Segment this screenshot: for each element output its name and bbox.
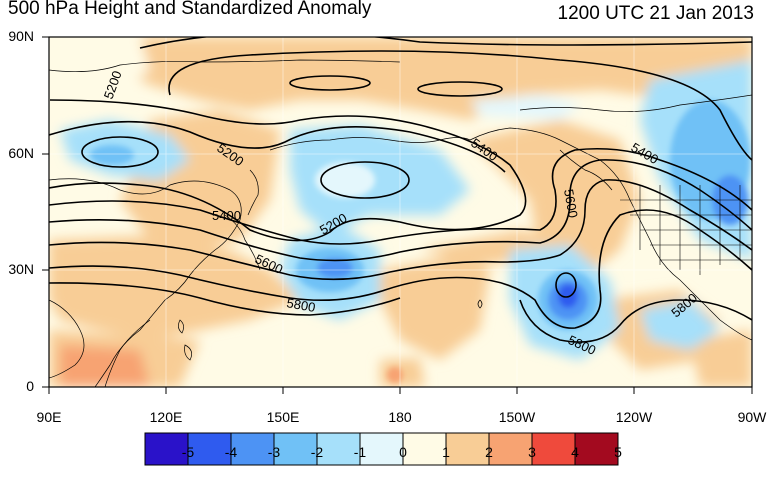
lon-label-120w: 120W — [615, 409, 653, 425]
anomaly-shading — [49, 37, 752, 387]
colorbar-swatch — [273, 432, 318, 466]
lon-label-180: 180 — [388, 409, 412, 425]
colorbar-swatch — [531, 432, 576, 466]
colorbar-tick-label: -2 — [310, 444, 324, 460]
colorbar-swatch — [574, 432, 619, 466]
lon-label-150e: 150E — [266, 409, 300, 425]
colorbar-tick-label: 5 — [614, 444, 622, 460]
contour-label: 5600 — [561, 188, 581, 219]
colorbar-tick-label: -3 — [267, 444, 281, 460]
contour-label: 5400 — [212, 208, 241, 223]
colorbar-swatch — [144, 432, 189, 466]
colorbar — [144, 432, 619, 466]
colorbar-swatch — [488, 432, 533, 466]
lat-label-eq: 0 — [26, 378, 34, 394]
lon-label-120e: 120E — [149, 409, 183, 425]
lon-label-90w: 90W — [737, 409, 767, 425]
lat-label-60n: 60N — [8, 145, 34, 161]
height-contours — [49, 37, 752, 343]
map-datetime: 1200 UTC 21 Jan 2013 — [557, 3, 754, 24]
lat-label-90n: 90N — [8, 28, 34, 44]
colorbar-swatch — [316, 432, 361, 466]
colorbar-tick-label: 0 — [399, 444, 407, 460]
colorbar-tick-label: 1 — [442, 444, 450, 460]
contour-label: 5800 — [285, 295, 316, 315]
colorbar-swatch — [402, 432, 447, 466]
colorbar-swatch — [359, 432, 404, 466]
colorbar-tick-label: 4 — [571, 444, 579, 460]
map-title: 500 hPa Height and Standardized Anomaly — [8, 0, 372, 19]
colorbar-swatch — [187, 432, 232, 466]
lon-label-150w: 150W — [498, 409, 536, 425]
lon-label-90e: 90E — [36, 409, 62, 425]
colorbar-tick-label: 3 — [528, 444, 536, 460]
colorbar-tick-label: -1 — [353, 444, 367, 460]
axis-ticks — [42, 36, 753, 394]
colorbar-tick-label: 2 — [485, 444, 493, 460]
lat-label-30n: 30N — [8, 261, 34, 277]
colorbar-tick-label: -4 — [224, 444, 238, 460]
contour-labels: 5200 5200 5200 5400 5400 5400 5600 5600 … — [101, 69, 700, 358]
colorbar-tick-label: -5 — [181, 444, 195, 460]
